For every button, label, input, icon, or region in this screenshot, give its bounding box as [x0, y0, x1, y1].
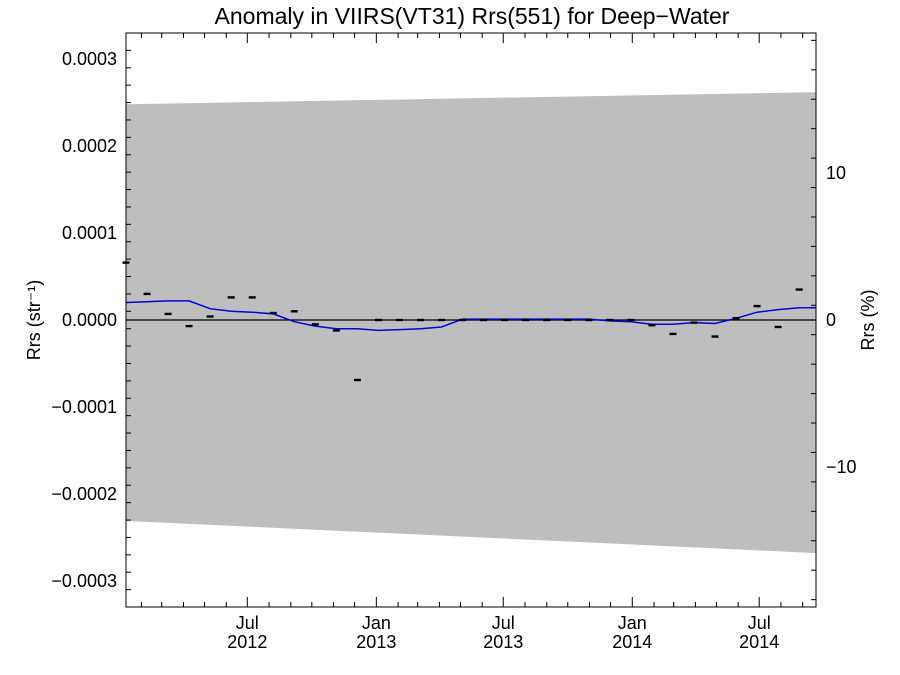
left-tick-label-0: 0.0003	[62, 49, 117, 69]
series-line	[125, 300, 816, 332]
x-tick-year-2: 2013	[483, 632, 523, 652]
x-tick-year-3: 2014	[612, 632, 652, 652]
right-tick-label-2: −10	[826, 457, 857, 477]
x-tick-year-1: 2013	[356, 632, 396, 652]
x-tick-year-0: 2012	[227, 632, 267, 652]
uncertainty-band	[126, 92, 816, 554]
x-tick-month-0: Jul	[236, 613, 259, 633]
left-tick-label-2: 0.0001	[62, 223, 117, 243]
left-tick-label-6: −0.0003	[51, 571, 117, 591]
left-axis: 0.0003 0.0002 0.0001 0.0000 −0.0001 −0.0002 −0…	[51, 32, 131, 608]
y-axis-label-left: Rrs (str⁻¹)	[24, 280, 44, 360]
left-tick-label-3: 0.0000	[62, 310, 117, 330]
right-tick-label-0: 10	[826, 163, 846, 183]
y-axis-label-right: Rrs (%)	[858, 290, 878, 351]
x-tick-month-4: Jul	[748, 613, 771, 633]
x-tick-month-2: Jul	[492, 613, 515, 633]
left-tick-label-1: 0.0002	[62, 136, 117, 156]
x-tick-month-3: Jan	[618, 613, 647, 633]
plot-frame	[125, 32, 817, 608]
plot-border	[125, 32, 817, 608]
line-series-layer	[125, 300, 816, 332]
right-axis: 10 0 −10	[811, 39, 857, 601]
right-tick-label-1: 0	[826, 310, 836, 330]
left-tick-label-5: −0.0002	[51, 484, 117, 504]
x-tick-month-1: Jan	[362, 613, 391, 633]
x-tick-year-4: 2014	[739, 632, 779, 652]
left-tick-label-4: −0.0001	[51, 397, 117, 417]
uncertainty-band-layer	[126, 92, 816, 554]
marker-series-layer	[122, 261, 803, 382]
chart-title: Anomaly in VIIRS(VT31) Rrs(551) for Deep…	[215, 3, 730, 29]
